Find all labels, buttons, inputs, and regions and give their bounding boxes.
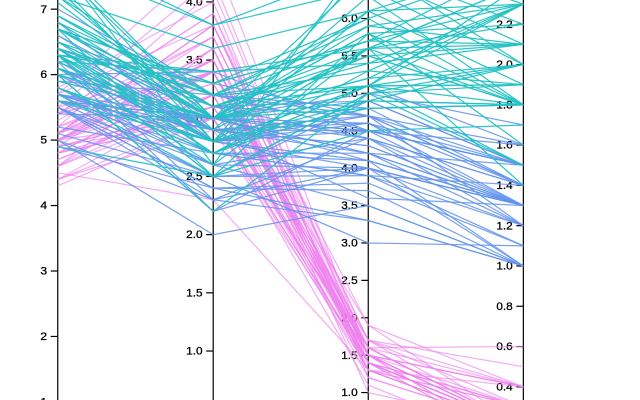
svg-text:1.4: 1.4 xyxy=(496,180,512,192)
svg-text:2.5: 2.5 xyxy=(341,275,357,287)
svg-text:6: 6 xyxy=(40,69,47,81)
svg-text:3.5: 3.5 xyxy=(341,200,357,212)
svg-text:5: 5 xyxy=(40,135,47,147)
svg-text:0.8: 0.8 xyxy=(496,301,512,313)
svg-text:1.5: 1.5 xyxy=(186,287,202,299)
svg-text:1.0: 1.0 xyxy=(496,261,512,273)
svg-text:1.2: 1.2 xyxy=(496,220,512,232)
svg-text:1.0: 1.0 xyxy=(341,387,357,399)
svg-text:4.0: 4.0 xyxy=(186,0,202,8)
svg-text:2: 2 xyxy=(40,331,47,343)
svg-text:4: 4 xyxy=(40,200,47,212)
svg-text:7: 7 xyxy=(40,4,47,16)
svg-text:2.0: 2.0 xyxy=(186,229,202,241)
svg-text:3: 3 xyxy=(40,266,47,278)
svg-text:3.0: 3.0 xyxy=(341,238,357,250)
svg-text:1.0: 1.0 xyxy=(186,346,202,358)
svg-text:1: 1 xyxy=(40,397,47,400)
